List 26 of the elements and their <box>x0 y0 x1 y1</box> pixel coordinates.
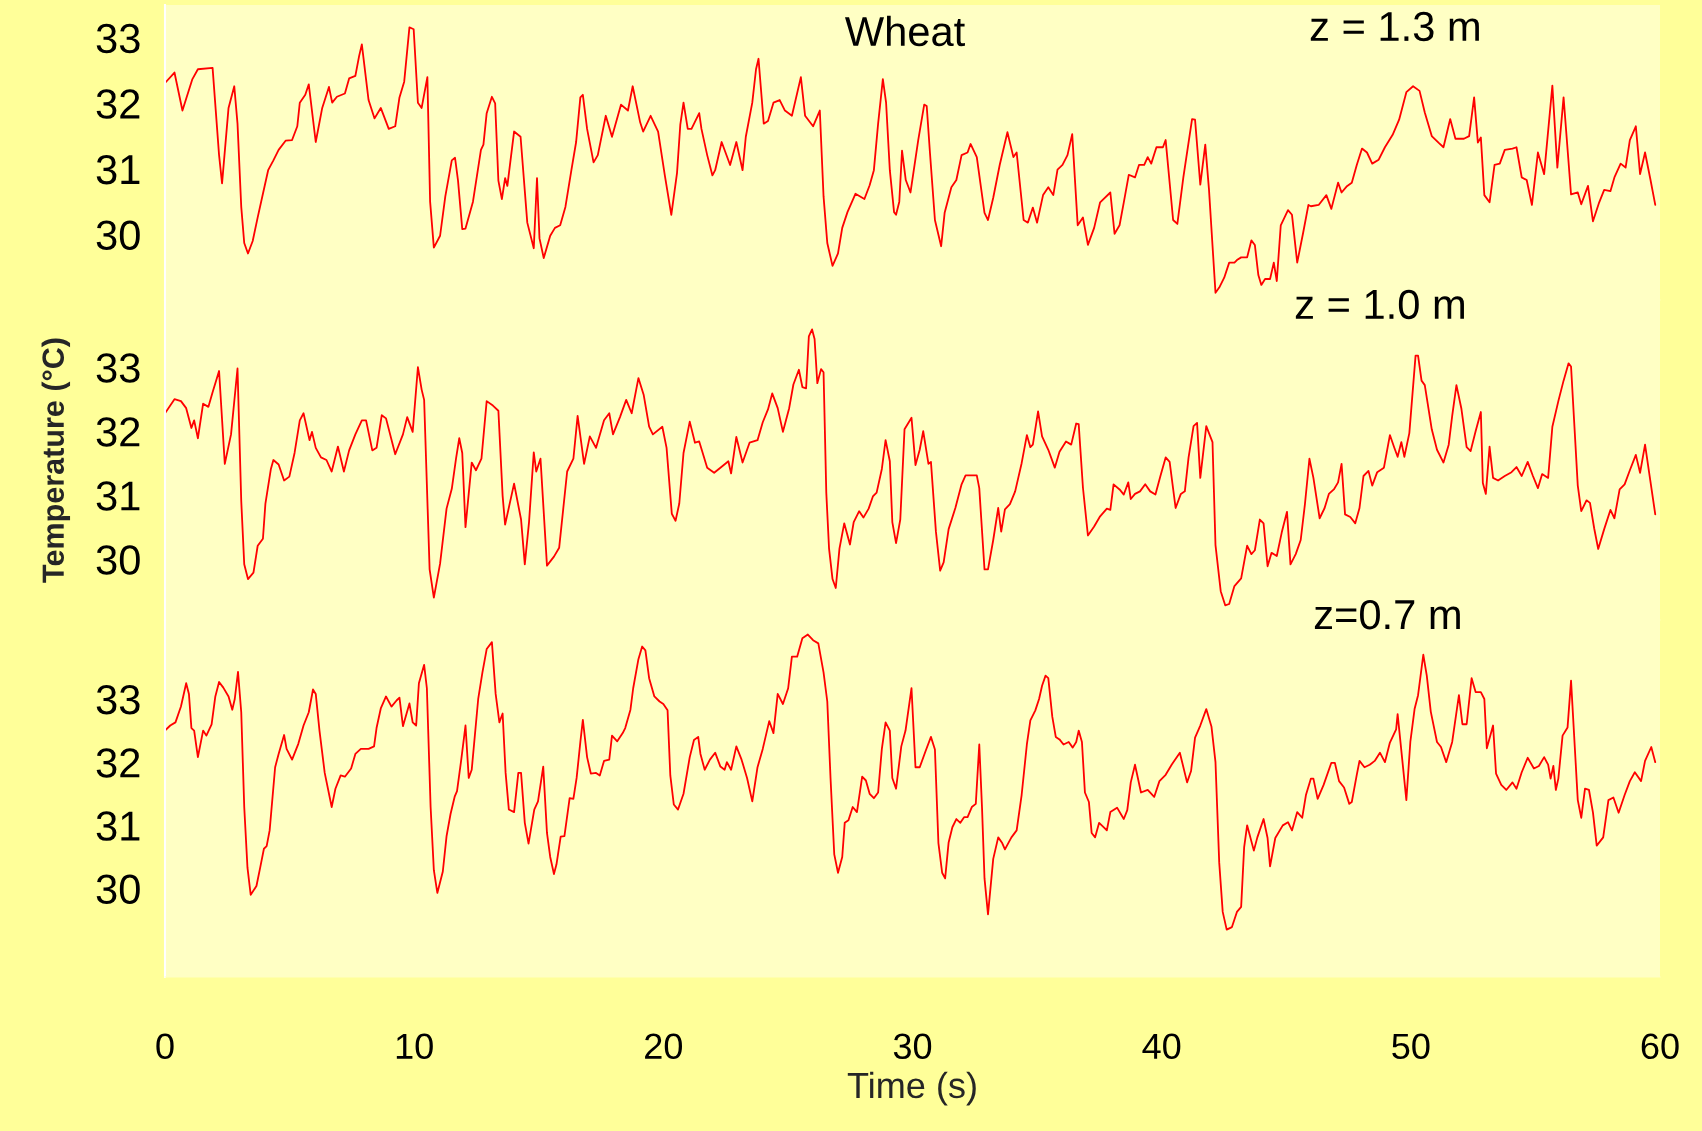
x-tick-label: 40 <box>1142 1033 1181 1060</box>
x-tick-label: 50 <box>1392 1033 1430 1060</box>
y-tick-label: 31 <box>96 481 140 511</box>
y-tick-label: 31 <box>96 154 140 185</box>
y-tick-label: 33 <box>96 684 140 715</box>
x-tick-label: 60 <box>1641 1033 1679 1060</box>
line-series <box>165 633 1657 931</box>
x-tick-label: 20 <box>645 1033 683 1060</box>
y-tick-label: 33 <box>96 353 140 383</box>
annotation: Wheat <box>845 15 965 47</box>
y-tick-label: 33 <box>96 23 140 54</box>
y-tick-label: 30 <box>96 220 140 250</box>
annotation: z=0.7 m <box>1314 599 1460 630</box>
annotation: z = 1.3 m <box>1310 11 1479 42</box>
y-tick-label: 32 <box>96 748 140 778</box>
y-tick-label: 30 <box>96 874 140 905</box>
x-tick-label: 30 <box>893 1033 932 1060</box>
y-tick-label: 32 <box>96 417 140 447</box>
x-axis-title: Time (s) <box>847 1071 976 1106</box>
annotation: z = 1.0 m <box>1295 289 1464 320</box>
x-tick-label: 0 <box>156 1033 174 1060</box>
y-tick-label: 31 <box>96 811 140 841</box>
y-tick-label: 32 <box>96 89 140 119</box>
y-axis-title: Temperature (°C) <box>41 338 71 583</box>
y-tick-label: 30 <box>96 545 140 575</box>
x-tick-label: 10 <box>396 1033 433 1060</box>
